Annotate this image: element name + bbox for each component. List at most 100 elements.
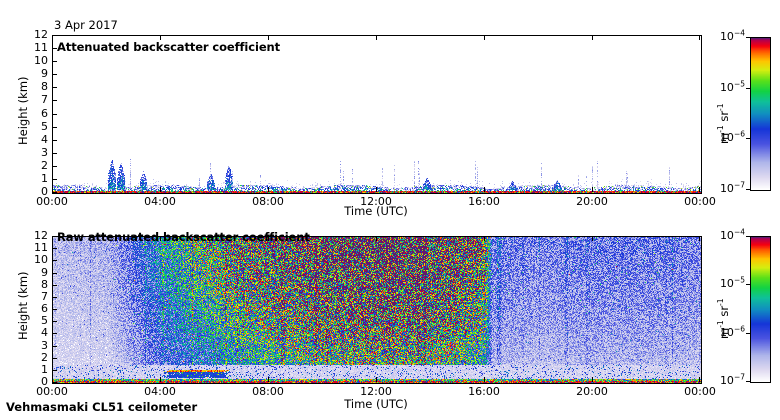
panel-title-attenuated-backscatter: Attenuated backscatter coefficient	[57, 40, 281, 54]
x-axis-tickmark-top	[484, 236, 485, 241]
y-axis-tick-label: 12	[34, 28, 48, 41]
x-axis-tickmark-top	[376, 35, 377, 40]
y-axis-tickmark	[52, 166, 57, 167]
y-axis-tick-label: 10	[34, 253, 48, 267]
x-axis-tickmark-top	[592, 236, 593, 241]
x-axis-tick-label: 04:00	[144, 385, 176, 398]
y-axis-tick-label: 8	[41, 80, 48, 94]
x-axis-tickmark-bottom	[268, 377, 269, 382]
x-axis-tickmark-top	[52, 35, 53, 40]
y-axis-tickmark	[52, 153, 57, 154]
x-axis-tickmark-top	[484, 35, 485, 40]
colorbar-tick-label: 10−7	[719, 180, 745, 195]
y-axis-tickmark	[52, 370, 57, 371]
y-axis-tickmark	[52, 236, 57, 237]
x-axis-tickmark-bottom	[52, 377, 53, 382]
y-axis-tickmark	[52, 48, 57, 49]
y-axis-tick-label: 9	[41, 265, 48, 279]
y-axis-tickmark	[52, 333, 57, 334]
y-axis-tick-label: 3	[41, 145, 48, 159]
date-stamp: 3 Apr 2017	[54, 18, 118, 32]
y-axis-tickmark	[52, 127, 57, 128]
y-axis-tickmark	[52, 100, 57, 101]
y-axis-tick-label: 5	[41, 314, 48, 328]
colorbar-unit-raw: m-1 sr-1	[716, 298, 731, 339]
y-axis-tick-label: 7	[41, 93, 48, 107]
x-axis-tickmark-bottom	[160, 377, 161, 382]
y-axis-tick-label: 4	[41, 326, 48, 340]
y-axis-tick-label: 10	[34, 54, 48, 68]
x-axis-tickmark-top	[160, 236, 161, 241]
x-axis-tickmark-bottom	[699, 187, 700, 192]
colorbar-tick-label: 10−6	[719, 324, 745, 339]
colorbar-tick-label: 10−7	[719, 372, 745, 387]
x-axis-tickmark-top	[268, 236, 269, 241]
y-axis-tick-label: 0	[41, 185, 48, 198]
x-axis-tick-label: 20:00	[576, 195, 608, 208]
y-axis-tickmark	[52, 114, 57, 115]
colorbar-unit-attenuated: m-1 sr-1	[716, 103, 731, 144]
y-axis-tickmark	[52, 285, 57, 286]
colorbar-tickmark	[746, 284, 750, 285]
colorbar-tickmark	[746, 333, 750, 334]
panel-attenuated-backscatter-plot[interactable]	[52, 35, 702, 194]
y-axis-tickmark	[52, 35, 57, 36]
x-axis-tickmark-top	[376, 236, 377, 241]
x-axis-tick-label: 08:00	[252, 385, 284, 398]
x-axis-tick-label: 20:00	[576, 385, 608, 398]
x-axis-tickmark-bottom	[268, 187, 269, 192]
x-axis-tickmark-bottom	[376, 377, 377, 382]
y-axis-tickmark	[52, 74, 57, 75]
y-axis-tick-label: 1	[41, 171, 48, 185]
y-axis-tickmark	[52, 297, 57, 298]
y-axis-tick-label: 0	[41, 375, 48, 388]
x-axis-tickmark-top	[52, 236, 53, 241]
y-axis-tickmark	[52, 382, 57, 383]
colorbar-tick-label: 10−5	[719, 79, 745, 94]
y-axis-tickmark	[52, 321, 57, 322]
x-axis-tick-label: 00:00	[684, 195, 716, 208]
y-axis-tick-label: 12	[34, 229, 48, 242]
y-axis-tick-label: 4	[41, 132, 48, 146]
y-axis-tickmark	[52, 346, 57, 347]
y-axis-tick-label: 2	[41, 158, 48, 172]
y-axis-tickmark	[52, 179, 57, 180]
x-axis-tickmark-bottom	[160, 187, 161, 192]
y-axis-tick-label: 6	[41, 106, 48, 120]
x-axis-tickmark-top	[160, 35, 161, 40]
colorbar-tickmark	[746, 37, 750, 38]
y-axis-tickmark	[52, 260, 57, 261]
x-axis-tickmark-top	[592, 35, 593, 40]
colorbar-tick-label: 10−6	[719, 129, 745, 145]
x-axis-tick-label: 00:00	[36, 195, 68, 208]
y-axis-tick-label: 11	[34, 41, 48, 55]
colorbar-tick-label: 10−4	[719, 28, 745, 43]
colorbar-tickmark	[746, 189, 750, 190]
x-axis-tickmark-top	[268, 35, 269, 40]
y-axis-tick-label: 8	[41, 277, 48, 291]
y-axis-tick-label: 9	[41, 67, 48, 81]
y-axis-tickmark	[52, 61, 57, 62]
y-axis-tickmark	[52, 192, 57, 193]
xlabel-panel-raw: Time (UTC)	[344, 397, 408, 411]
colorbar-frame-raw	[750, 236, 771, 383]
panel-raw-attenuated-backscatter-plot[interactable]	[52, 236, 702, 384]
y-axis-tick-label: 2	[41, 350, 48, 364]
x-axis-tickmark-bottom	[52, 187, 53, 192]
x-axis-tick-label: 00:00	[684, 385, 716, 398]
y-axis-tickmark	[52, 87, 57, 88]
colorbar-frame-attenuated	[750, 37, 771, 191]
colorbar-tickmark	[746, 138, 750, 139]
colorbar-tickmark	[746, 381, 750, 382]
x-axis-tick-label: 00:00	[36, 385, 68, 398]
panel-title-raw-attenuated-backscatter: Raw attenuated backscatter coefficient	[57, 230, 310, 244]
x-axis-tick-label: 04:00	[144, 195, 176, 208]
y-axis-tick-label: 5	[41, 119, 48, 133]
x-axis-tick-label: 12:00	[360, 195, 392, 208]
y-axis-tickmark	[52, 248, 57, 249]
x-axis-tick-label: 08:00	[252, 195, 284, 208]
x-axis-tick-label: 12:00	[360, 385, 392, 398]
colorbar-gradient-raw	[751, 237, 770, 382]
y-axis-tickmark	[52, 309, 57, 310]
x-axis-tickmark-bottom	[592, 377, 593, 382]
